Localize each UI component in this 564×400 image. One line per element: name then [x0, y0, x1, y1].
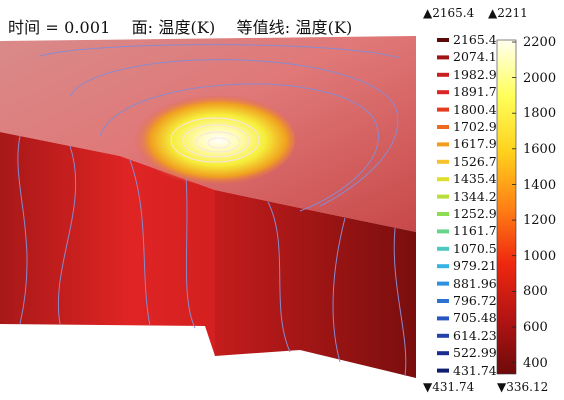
legend-swatch — [437, 125, 449, 129]
legend-swatch — [437, 368, 449, 373]
legend-label: 881.96 — [453, 275, 497, 291]
legend-swatch — [437, 246, 449, 251]
legend-label: 522.99 — [453, 345, 497, 361]
top-contours — [39, 44, 401, 212]
legend-label: 2074.1 — [453, 49, 497, 65]
legend-swatch — [437, 281, 449, 286]
surface-label: 面: 温度(K) — [131, 18, 216, 37]
legend-label: 1526.7 — [453, 153, 497, 169]
legend-swatch — [437, 212, 449, 216]
legend-label: 979.21 — [453, 258, 497, 274]
plot-title: 时间 = 0.001 面: 温度(K) 等值线: 温度(K) — [8, 14, 368, 38]
legend-label: 1161.7 — [453, 223, 497, 239]
legend-swatch — [437, 177, 449, 182]
colorbar-tick-label: 1400 — [523, 177, 557, 193]
time-label: 时间 = 0.001 — [8, 18, 111, 37]
colorbar-tick-label: 600 — [523, 320, 548, 335]
legend-swatch — [437, 38, 449, 42]
surface-max-annotation: ▲2165.4 — [423, 6, 475, 20]
contour-min-annotation: ▼336.12 — [497, 380, 549, 394]
legend-label: 1891.7 — [453, 84, 497, 100]
colorbar-tick-label: 2000 — [523, 70, 557, 86]
colorbar-tick-label: 1600 — [523, 141, 557, 157]
legend-swatch — [437, 142, 449, 147]
legend-label: 1617.9 — [453, 136, 497, 152]
legend-swatch — [437, 299, 449, 303]
legend-label: 2165.4 — [453, 32, 497, 47]
legend-swatch — [437, 316, 449, 321]
legend-label: 614.23 — [453, 327, 497, 343]
legend-swatch — [437, 107, 449, 112]
legend-swatch — [437, 333, 449, 338]
legend-swatch — [437, 90, 449, 95]
legend-label: 1800.4 — [453, 101, 497, 117]
legend-label: 1702.9 — [453, 119, 497, 134]
legend-label: 431.74 — [453, 362, 497, 378]
legend-swatch — [437, 229, 449, 234]
legend-swatch — [437, 264, 449, 269]
front-section — [0, 132, 215, 356]
colorbar-tick-label: 800 — [523, 284, 548, 300]
legend-label: 796.72 — [453, 293, 497, 308]
legend-label: 1982.9 — [453, 66, 497, 82]
temperature-surface-plot[interactable] — [0, 36, 420, 400]
legend-swatch — [437, 72, 449, 77]
legend-label: 1435.4 — [453, 171, 497, 187]
legend-label: 1344.2 — [453, 188, 497, 204]
contour-label: 等值线: 温度(K) — [236, 18, 353, 37]
hotspot-contours — [170, 117, 260, 163]
legend-label: 1070.5 — [453, 240, 497, 256]
contour-max-annotation: ▲2211 — [488, 6, 528, 20]
colorbar-tick-label: 400 — [523, 355, 548, 371]
legend-swatch — [437, 194, 449, 199]
surface-min-annotation: ▼431.74 — [423, 380, 475, 394]
section-contours — [17, 135, 407, 377]
legend-label: 705.48 — [453, 310, 497, 326]
legend-swatch — [437, 159, 449, 164]
legend-swatch — [437, 351, 449, 356]
colorbar-tick-label: 2200 — [523, 35, 557, 50]
side-section — [215, 190, 416, 378]
colorbar-tick-label: 1200 — [523, 213, 557, 229]
legend-label: 1252.9 — [453, 206, 497, 221]
legend-swatch — [437, 55, 449, 60]
colorbar — [496, 39, 517, 375]
colorbar-tick-label: 1000 — [523, 248, 557, 264]
colorbar-tick-label: 1800 — [523, 106, 557, 122]
